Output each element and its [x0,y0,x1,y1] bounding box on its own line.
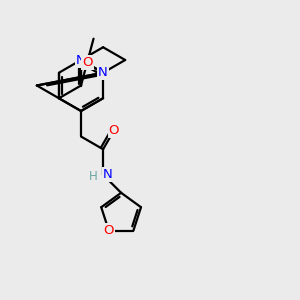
Text: H: H [89,170,98,183]
Text: O: O [82,56,92,69]
Text: O: O [109,124,119,137]
Text: O: O [103,224,114,237]
Text: N: N [103,168,112,181]
Text: N: N [76,53,86,67]
Text: N: N [98,66,108,79]
